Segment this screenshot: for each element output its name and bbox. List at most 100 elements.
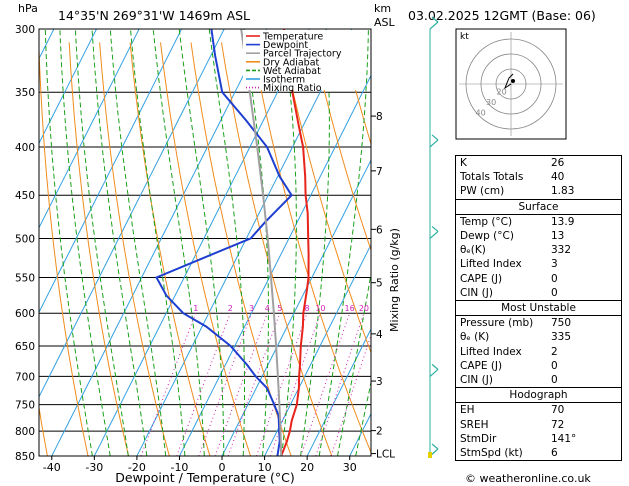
index-row: StmSpd (kt) 6: [456, 446, 621, 460]
hodograph-ring-label: 20: [497, 88, 507, 97]
x-tick-label: -30: [85, 461, 103, 474]
isotherm-line: [306, 328, 371, 456]
legend-entry: Wet Adiabat: [263, 66, 321, 77]
pressure-tick-label: 850: [15, 451, 35, 463]
dry-adiabat-line: [0, 42, 7, 456]
index-row: PW (cm) 1.83: [456, 184, 621, 198]
index-value: 40: [551, 171, 565, 184]
surface-wind-marker: [428, 452, 432, 458]
index-value: 2: [551, 345, 558, 358]
location-label: 14°35'N 269°31'W 1469m ASL: [58, 8, 251, 23]
index-row: θₑ(K) 332: [456, 243, 621, 257]
legend-entry: Isotherm: [263, 75, 305, 86]
mixing-ratio-label: 1: [193, 304, 198, 313]
pressure-tick-label: 350: [15, 87, 35, 99]
index-label: StmSpd (kt): [460, 447, 523, 460]
isotherm-line: [264, 243, 371, 456]
hodograph-ring-label: 30: [486, 98, 496, 107]
index-row: SREH 72: [456, 418, 621, 432]
index-value: 6: [551, 447, 558, 460]
index-row: EH 70: [456, 403, 621, 417]
wind-barb-flag: [431, 225, 439, 232]
legend-box: [243, 30, 358, 90]
index-label: Pressure (mb): [460, 317, 534, 330]
index-row: CIN (J) 0: [456, 286, 621, 300]
index-label: θₑ(K): [460, 244, 486, 257]
pressure-tick-label: 700: [15, 371, 35, 383]
hodograph-unit-label: kt: [460, 32, 469, 42]
profile-dewpoint: [155, 29, 293, 456]
wind-barb-flag: [431, 443, 439, 450]
y-axis-title: Mixing Ratio (g/kg): [388, 228, 401, 332]
index-label: Dewp (°C): [460, 230, 514, 243]
dry-adiabat-line: [99, 42, 170, 456]
index-label: CAPE (J): [460, 272, 503, 285]
dry-adiabat-line: [221, 42, 333, 456]
dry-adiabat-line: [251, 42, 371, 454]
index-value: 1.83: [551, 185, 575, 198]
wet-adiabat-line: [300, 29, 330, 456]
isotherm-line: [51, 29, 268, 456]
index-value: 0: [551, 359, 558, 372]
wet-adiabat-line: [109, 29, 167, 456]
index-row: Totals Totals 40: [456, 170, 621, 184]
index-value: 72: [551, 418, 565, 431]
isotherm-line: [0, 29, 11, 456]
km-tick-label: 8: [376, 111, 383, 123]
hodograph-trace: [503, 73, 514, 90]
datetime-label: 03.02.2025 12GMT (Base: 06): [408, 8, 596, 23]
index-row: CIN (J) 0: [456, 373, 621, 387]
wet-adiabat-line: [318, 29, 369, 456]
pressure-tick-label: 500: [15, 233, 35, 245]
index-row: CAPE (J) 0: [456, 359, 621, 373]
mixing-ratio-label: 5: [277, 304, 282, 313]
km-tick-label: 4: [376, 329, 383, 341]
surface-title: Surface: [456, 200, 621, 215]
mixing-ratio-line: [227, 313, 281, 456]
index-value: 0: [551, 286, 558, 299]
index-label: PW (cm): [460, 185, 505, 198]
mixing-ratio-label: 4: [265, 304, 270, 313]
index-value: 13: [551, 230, 565, 243]
dry-adiabat-line: [312, 42, 371, 252]
index-row: Temp (°C) 13.9: [456, 215, 621, 229]
wind-barb: [429, 230, 439, 239]
index-row: Lifted Index 3: [456, 257, 621, 271]
index-row: Lifted Index 2: [456, 345, 621, 359]
index-value: 0: [551, 272, 558, 285]
most-unstable-title: Most Unstable: [456, 301, 621, 317]
km-unit-label: km: [374, 2, 392, 15]
index-value: 3: [551, 258, 558, 271]
index-value: 141°: [551, 432, 577, 445]
isotherm-line: [179, 74, 371, 456]
x-tick-label: 10: [258, 461, 272, 474]
wind-barb-flag: [431, 134, 439, 141]
footer-credit: © weatheronline.co.uk: [465, 472, 591, 485]
legend-entry: Mixing Ratio: [263, 83, 322, 94]
index-value: 750: [551, 317, 572, 330]
asl-unit-label: ASL: [374, 16, 395, 29]
hodograph-storm-motion: [511, 79, 515, 83]
x-tick-label: -40: [43, 461, 61, 474]
km-tick-label: 3: [376, 376, 383, 388]
x-tick-label: 20: [300, 461, 314, 474]
index-row: Dewp (°C) 13: [456, 229, 621, 243]
wet-adiabat-line: [208, 29, 245, 456]
wet-adiabat-line: [74, 29, 129, 456]
legend-entry: Temperature: [262, 32, 323, 43]
index-label: CAPE (J): [460, 359, 503, 372]
index-value: 332: [551, 244, 572, 257]
mixing-ratio-label: 20: [359, 304, 369, 313]
pressure-tick-label: 650: [15, 341, 35, 353]
index-label: Temp (°C): [460, 215, 513, 228]
mixing-ratio-label: 2: [228, 304, 233, 313]
km-tick-label: LCL: [376, 449, 395, 461]
wet-adiabat-line: [44, 29, 93, 456]
index-value: 0: [551, 374, 558, 387]
index-row: θₑ (K) 335: [456, 330, 621, 344]
mixing-ratio-label: 8: [304, 304, 309, 313]
pressure-tick-label: 600: [15, 308, 35, 320]
km-tick-label: 2: [376, 426, 383, 438]
pressure-tick-label: 300: [15, 24, 35, 36]
